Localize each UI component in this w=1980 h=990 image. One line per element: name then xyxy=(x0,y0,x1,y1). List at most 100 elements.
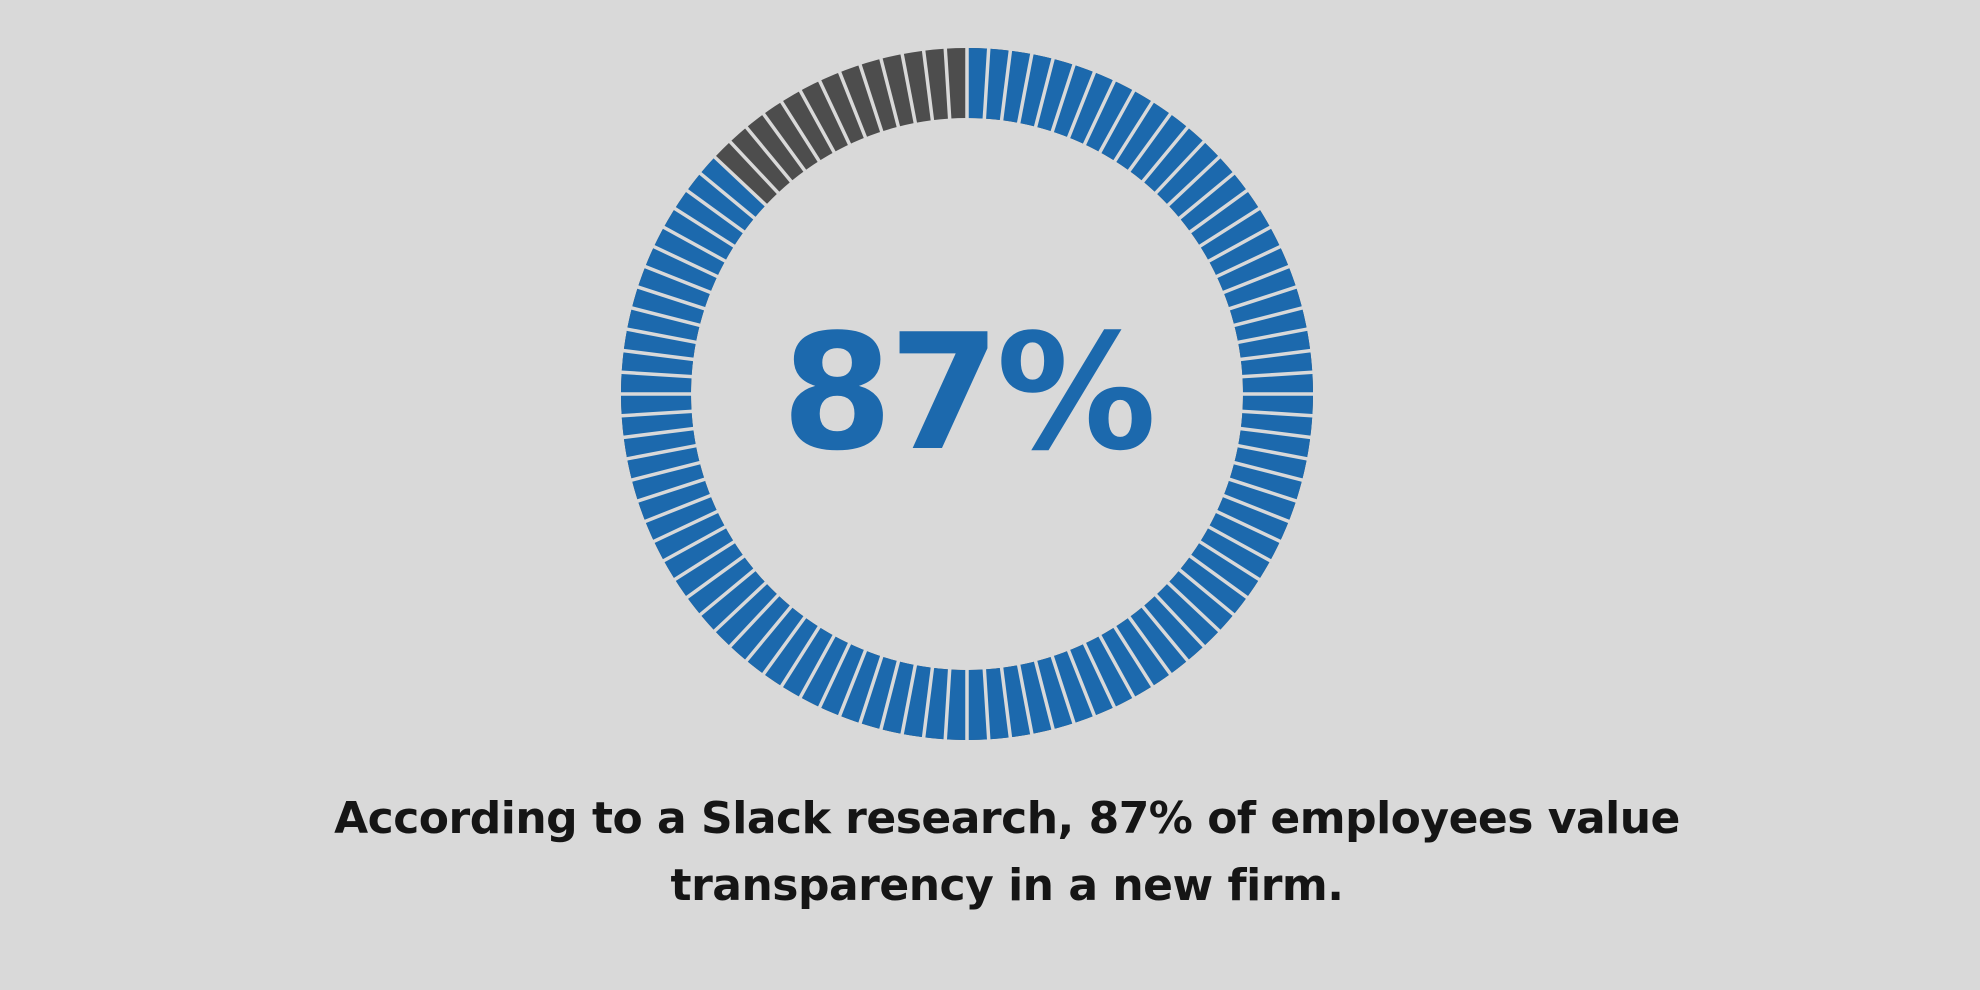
segment-gap xyxy=(1214,509,1283,544)
segment-gap xyxy=(1126,111,1173,174)
segment-gap xyxy=(1153,139,1207,196)
segment-gap xyxy=(1165,580,1222,634)
segment-gap xyxy=(1177,567,1237,618)
segment-gap xyxy=(1126,614,1173,677)
segment-gap xyxy=(797,88,837,155)
segment-gap xyxy=(1221,493,1292,524)
segment-gap xyxy=(1050,654,1077,726)
segment-gap xyxy=(727,592,781,649)
segment-gap xyxy=(1231,460,1305,483)
segment-gap xyxy=(1187,553,1250,600)
segment-gap xyxy=(1165,154,1222,208)
segment-gap xyxy=(857,654,884,726)
segment-gap xyxy=(624,327,699,345)
segment-gap xyxy=(1033,658,1056,732)
segment-gap xyxy=(900,51,918,126)
segment-gap xyxy=(1016,51,1034,126)
segment-gap xyxy=(921,665,935,740)
segment-gap xyxy=(817,78,852,147)
segment-gap xyxy=(684,188,747,235)
segment-gap xyxy=(621,426,696,440)
caption: According to a Slack research, 87% of em… xyxy=(334,793,1680,911)
segment-gap xyxy=(943,667,952,742)
segment-gap xyxy=(743,604,794,664)
segment-gap xyxy=(697,170,757,221)
segment-gap xyxy=(1082,78,1117,147)
segment-gap xyxy=(619,370,694,379)
segment-gap xyxy=(624,443,699,461)
segment-gap xyxy=(727,139,781,196)
segment-gap xyxy=(1097,633,1137,700)
segment-gap xyxy=(1240,409,1315,418)
segment-gap xyxy=(837,648,868,719)
segment-gap xyxy=(661,224,728,264)
segment-gap xyxy=(779,99,822,164)
segment-gap xyxy=(1235,443,1310,461)
segment-gap xyxy=(1238,348,1313,362)
segment-gap xyxy=(779,624,822,689)
segment-gap xyxy=(1066,69,1097,140)
segment-gap xyxy=(642,493,713,524)
segment-gap xyxy=(1227,477,1299,504)
segment-gap xyxy=(921,48,935,123)
segment-gap xyxy=(1112,624,1155,689)
segment-gap xyxy=(999,665,1013,740)
value-label: 87% xyxy=(782,299,1153,486)
segment-gap xyxy=(1082,641,1117,710)
segment-gap xyxy=(697,567,757,618)
segment-gap xyxy=(999,48,1013,123)
segment-gap xyxy=(817,641,852,710)
segment-gap xyxy=(1033,56,1056,130)
chart: 87% xyxy=(619,46,1315,742)
segment-gap xyxy=(651,244,720,279)
segment-gap xyxy=(1153,592,1207,649)
segment-gap xyxy=(1187,188,1250,235)
segment-gap xyxy=(672,206,737,249)
segment-gap xyxy=(684,553,747,600)
segment-gap xyxy=(857,62,884,134)
segment-gap xyxy=(1240,370,1315,379)
segment-gap xyxy=(743,124,794,184)
segment-gap xyxy=(1140,124,1191,184)
segment-gap xyxy=(1066,648,1097,719)
segment-gap xyxy=(1197,539,1262,582)
segment-gap xyxy=(1214,244,1283,279)
segment-gap xyxy=(1206,224,1273,264)
segment-gap xyxy=(1177,170,1237,221)
segment-gap xyxy=(672,539,737,582)
segment-gap xyxy=(837,69,868,140)
segment-gap xyxy=(712,580,769,634)
segment-gap xyxy=(982,667,991,742)
segment-gap xyxy=(661,524,728,564)
segment-gap xyxy=(629,305,703,328)
segment-gap xyxy=(635,284,707,311)
segment-gap xyxy=(1197,206,1262,249)
segment-gap xyxy=(1112,99,1155,164)
segment-gap xyxy=(1050,62,1077,134)
segment-gap xyxy=(761,614,808,677)
segment-gap xyxy=(651,509,720,544)
segment-gap xyxy=(943,46,952,121)
segment-gap xyxy=(621,348,696,362)
segment-gap xyxy=(1238,426,1313,440)
segment-gap xyxy=(878,56,901,130)
segment-gap xyxy=(1231,305,1305,328)
segment-gap xyxy=(1140,604,1191,664)
segment-gap xyxy=(797,633,837,700)
segment-gap xyxy=(635,477,707,504)
segment-gap xyxy=(1221,264,1292,295)
segment-gap xyxy=(629,460,703,483)
segment-gap xyxy=(1206,524,1273,564)
segment-gap xyxy=(900,662,918,737)
segment-gap xyxy=(982,46,991,121)
segment-gap xyxy=(642,264,713,295)
segment-gap xyxy=(1016,662,1034,737)
segment-gap xyxy=(1227,284,1299,311)
segment-gap xyxy=(1097,88,1137,155)
segment-gap xyxy=(619,409,694,418)
segment-gap xyxy=(761,111,808,174)
segment-gap xyxy=(712,154,769,208)
segment-gap xyxy=(1235,327,1310,345)
segment-gap xyxy=(878,658,901,732)
